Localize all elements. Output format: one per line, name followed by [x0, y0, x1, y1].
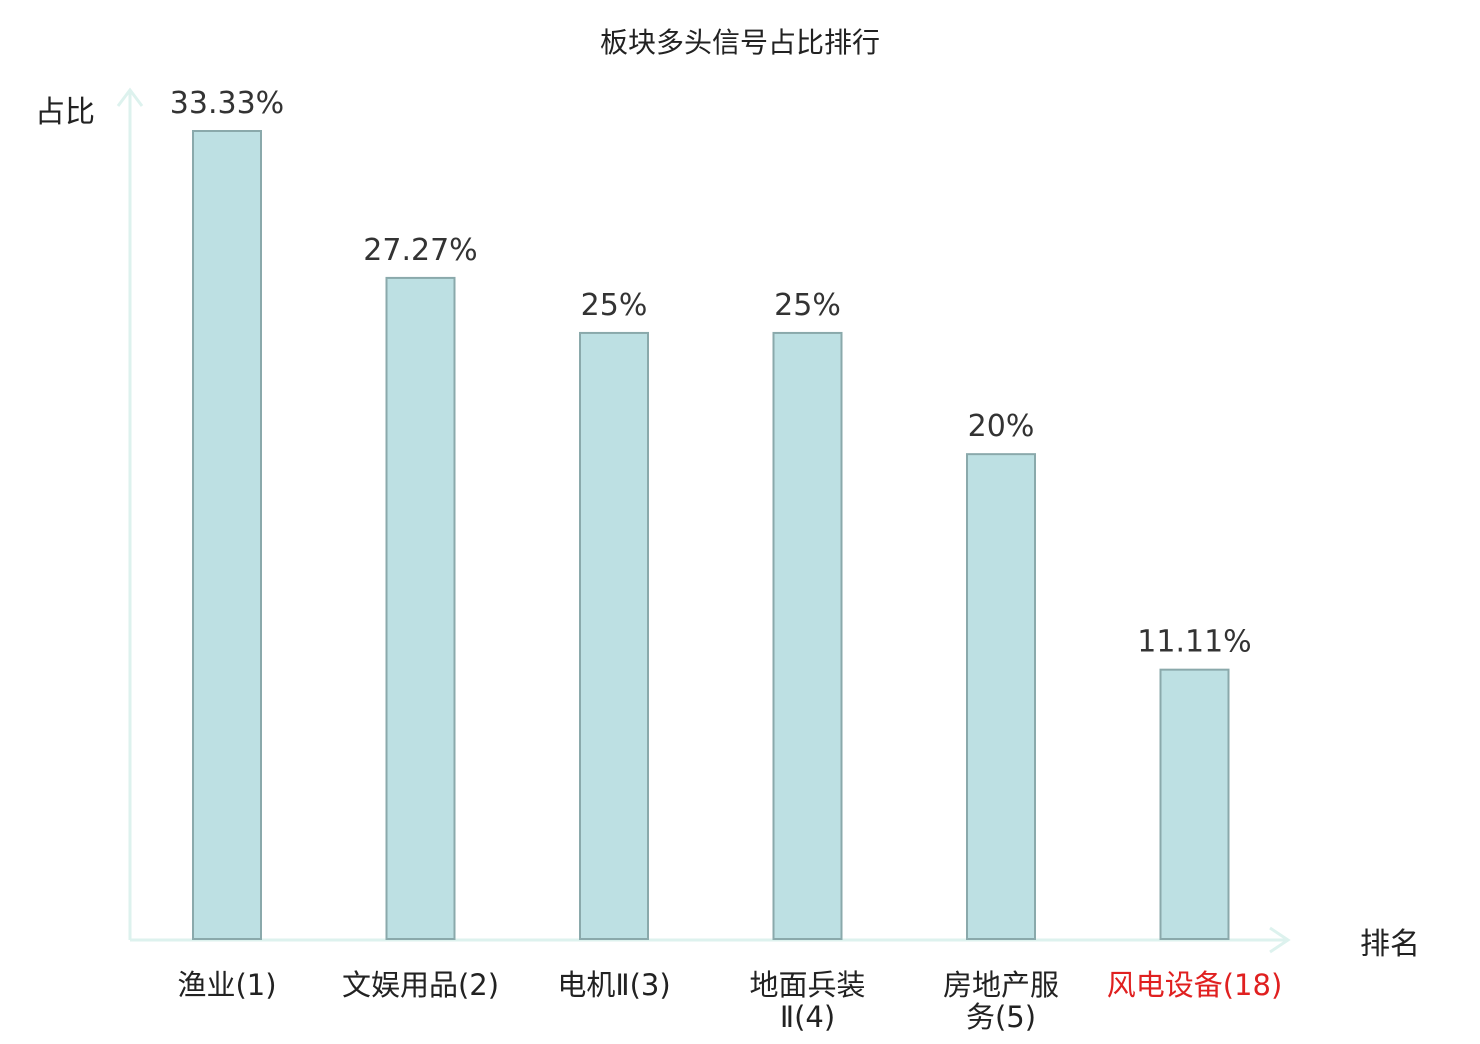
bar	[192, 130, 262, 940]
chart-title: 板块多头信号占比排行	[600, 26, 880, 59]
x-tick-label-line2: Ⅱ(4)	[780, 1000, 835, 1034]
bar	[579, 331, 649, 940]
x-tick-label-line2: 务(5)	[966, 1000, 1036, 1034]
bar	[966, 453, 1036, 940]
x-axis-arrow	[1269, 926, 1291, 954]
y-axis-label: 占比	[35, 95, 95, 130]
x-tick-label: 地面兵装	[749, 968, 865, 1002]
bars-group	[192, 130, 1230, 941]
bar	[772, 331, 843, 940]
y-axis-arrow	[116, 87, 144, 107]
axes	[116, 87, 1291, 954]
bar-value-label: 25%	[774, 288, 841, 323]
x-tick-label: 文娱用品(2)	[342, 968, 499, 1002]
x-tick-label: 渔业(1)	[177, 968, 276, 1002]
bar-value-label: 25%	[581, 288, 648, 323]
x-axis-label: 排名	[1360, 927, 1420, 962]
bar	[385, 276, 456, 940]
bar-value-label: 33.33%	[170, 86, 284, 121]
bar-value-label: 27.27%	[363, 233, 477, 268]
x-tick-label: 电机Ⅱ(3)	[557, 968, 670, 1002]
bar	[1159, 668, 1230, 941]
bar-value-label: 20%	[968, 409, 1035, 444]
x-tick-label: 房地产服	[943, 968, 1059, 1002]
x-tick-label: 风电设备(18)	[1107, 968, 1283, 1002]
value-labels-group: 33.33% 27.27% 25% 25% 20% 11.11%	[170, 86, 1252, 660]
bar-value-label: 11.11%	[1137, 625, 1251, 660]
